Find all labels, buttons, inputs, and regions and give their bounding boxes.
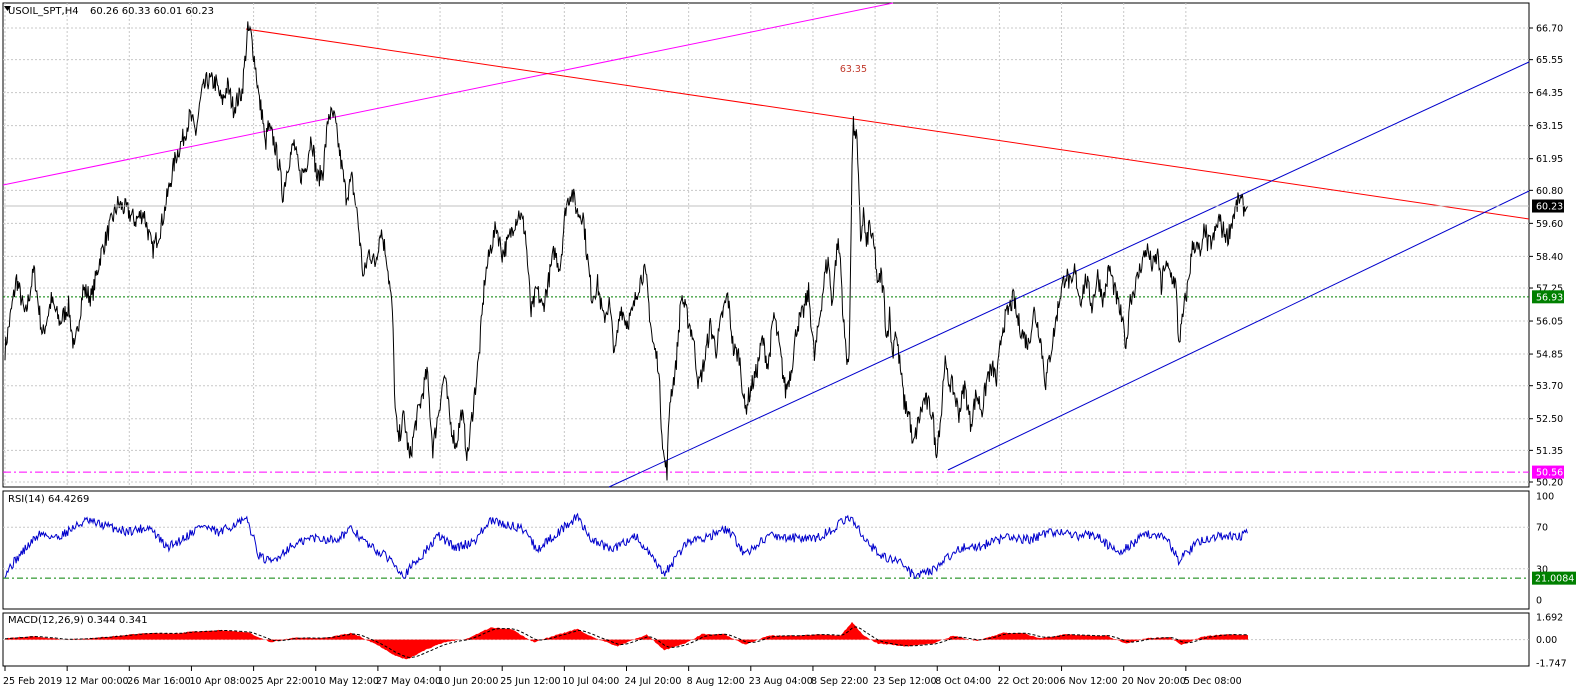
x-tick-label: 27 May 04:00 bbox=[376, 676, 441, 687]
x-tick-label: 10 Jul 04:00 bbox=[562, 676, 619, 687]
collapse-triangle-icon[interactable] bbox=[4, 6, 11, 11]
red-trendline bbox=[245, 28, 1530, 220]
rsi-line bbox=[4, 512, 1248, 579]
rsi-title: RSI(14) 64.4269 bbox=[8, 494, 89, 505]
x-tick-label: 10 May 12:00 bbox=[314, 676, 379, 687]
macd-histogram bbox=[5, 621, 1248, 660]
price-level-badge bbox=[1532, 290, 1564, 304]
macd-panel: 1.692 0.00 -1.747 MACD(12,26,9) 0.344 0.34… bbox=[2, 612, 1567, 670]
y-tick-label: 56.05 bbox=[1536, 317, 1563, 328]
channel-lower-line bbox=[947, 190, 1530, 471]
price-panel: 66.70 65.55 64.35 63.15 61.95 60.80 59.60 58.40… bbox=[2, 2, 1564, 489]
x-tick-label: 24 Jul 20:00 bbox=[625, 676, 682, 687]
rsi-level-label: 21.0084 bbox=[1535, 574, 1574, 585]
symbol-title: USOIL_SPT,H4 bbox=[8, 6, 79, 17]
price-line bbox=[4, 21, 1249, 481]
current-price-label: 60.23 bbox=[1536, 202, 1563, 213]
magenta-trendline bbox=[2, 2, 894, 186]
macd-axis: 1.692 0.00 -1.747 bbox=[1536, 613, 1567, 670]
y-tick-label: 51.35 bbox=[1536, 446, 1563, 457]
rsi-tick-label: 100 bbox=[1536, 492, 1554, 503]
rsi-tick-label: 0 bbox=[1536, 596, 1542, 607]
price-axis: 66.70 65.55 64.35 63.15 61.95 60.80 59.60 58.40… bbox=[1529, 24, 1563, 489]
y-tick-label: 64.35 bbox=[1536, 88, 1563, 99]
x-tick-label: 8 Oct 04:00 bbox=[935, 676, 991, 687]
price-grid bbox=[3, 3, 1529, 487]
x-tick-label: 6 Nov 12:00 bbox=[1060, 676, 1118, 687]
macd-tick-label: 1.692 bbox=[1536, 613, 1563, 624]
y-tick-label: 59.60 bbox=[1536, 219, 1563, 230]
x-tick-label: 10 Jun 20:00 bbox=[438, 676, 498, 687]
current-price-badge bbox=[1532, 199, 1564, 213]
peak-annotation: 63.35 bbox=[840, 64, 867, 75]
x-tick-label: 22 Oct 20:00 bbox=[997, 676, 1059, 687]
y-tick-label: 50.20 bbox=[1536, 478, 1563, 489]
price-levels: 56.93 50.56 bbox=[3, 290, 1564, 479]
price-level-label: 50.56 bbox=[1536, 468, 1563, 479]
x-tick-label: 20 Nov 20:00 bbox=[1122, 676, 1186, 687]
rsi-axis: 100 70 30 0 bbox=[1536, 492, 1554, 607]
x-tick-label: 8 Sep 22:00 bbox=[811, 676, 868, 687]
y-tick-label: 66.70 bbox=[1536, 24, 1563, 35]
macd-tick-label: 0.00 bbox=[1536, 635, 1557, 646]
x-tick-label: 5 Dec 08:00 bbox=[1184, 676, 1242, 687]
y-tick-label: 60.80 bbox=[1536, 186, 1563, 197]
x-tick-label: 25 Jun 12:00 bbox=[500, 676, 560, 687]
y-tick-label: 53.70 bbox=[1536, 381, 1563, 392]
x-tick-label: 10 Apr 08:00 bbox=[189, 676, 251, 687]
y-tick-label: 54.85 bbox=[1536, 350, 1563, 361]
y-tick-label: 57.25 bbox=[1536, 284, 1563, 295]
x-tick-label: 26 Mar 16:00 bbox=[127, 676, 190, 687]
x-tick-label: 8 Aug 12:00 bbox=[687, 676, 745, 687]
rsi-panel: 100 70 30 0 RSI(14) 64.4269 21.0084 bbox=[2, 490, 1576, 610]
macd-tick-label: -1.747 bbox=[1536, 659, 1567, 670]
price-level-label: 56.93 bbox=[1536, 292, 1563, 303]
channel-upper-line bbox=[608, 61, 1530, 488]
macd-title: MACD(12,26,9) 0.344 0.341 bbox=[8, 615, 148, 626]
y-tick-label: 65.55 bbox=[1536, 55, 1563, 66]
x-tick-label: 23 Sep 12:00 bbox=[873, 676, 936, 687]
y-tick-label: 58.40 bbox=[1536, 252, 1563, 263]
x-tick-label: 12 Mar 00:00 bbox=[65, 676, 128, 687]
rsi-level-badge bbox=[1532, 571, 1576, 585]
x-tick-label: 25 Apr 22:00 bbox=[252, 676, 314, 687]
macd-signal-line bbox=[5, 626, 1249, 658]
ohlc-values: 60.26 60.33 60.01 60.23 bbox=[90, 6, 214, 17]
x-tick-label: 25 Feb 2019 bbox=[3, 676, 62, 687]
rsi-tick-label: 30 bbox=[1536, 564, 1548, 575]
y-tick-label: 52.50 bbox=[1536, 414, 1563, 425]
x-tick-label: 23 Aug 04:00 bbox=[749, 676, 813, 687]
y-tick-label: 61.95 bbox=[1536, 154, 1563, 165]
y-tick-label: 63.15 bbox=[1536, 121, 1563, 132]
rsi-tick-label: 70 bbox=[1536, 523, 1548, 534]
price-level-badge bbox=[1532, 465, 1564, 479]
